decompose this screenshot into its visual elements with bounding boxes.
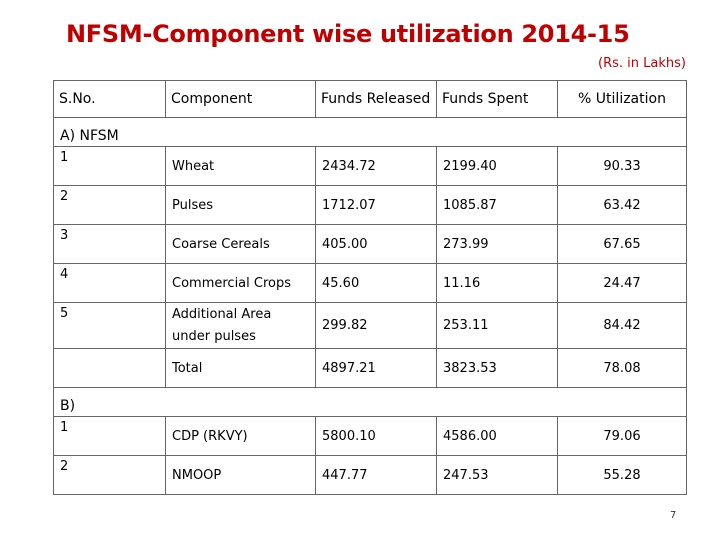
row-funds-spent: 247.53 — [436, 455, 558, 495]
row-utilization: 84.42 — [557, 302, 687, 349]
table-row: Total 4897.21 3823.53 78.08 — [53, 348, 687, 388]
row-component: CDP (RKVY) — [165, 416, 316, 456]
row-funds-released: 1712.07 — [315, 185, 437, 225]
row-sno: 4 — [53, 263, 166, 303]
row-funds-released: 405.00 — [315, 224, 437, 264]
unit-note: (Rs. in Lakhs) — [598, 56, 686, 71]
header-utilization: % Utilization — [557, 80, 687, 118]
row-utilization: 55.28 — [557, 455, 687, 495]
row-funds-spent: 11.16 — [436, 263, 558, 303]
row-component: Pulses — [165, 185, 316, 225]
row-funds-spent: 1085.87 — [436, 185, 558, 225]
table-row: 1 CDP (RKVY) 5800.10 4586.00 79.06 — [53, 416, 687, 456]
header-component: Component — [165, 80, 316, 118]
row-component: NMOOP — [165, 455, 316, 495]
row-component: Commercial Crops — [165, 263, 316, 303]
row-funds-released: 5800.10 — [315, 416, 437, 456]
slide-title: NFSM-Component wise utilization 2014-15 — [66, 20, 630, 48]
row-funds-released: 447.77 — [315, 455, 437, 495]
row-sno: 1 — [53, 416, 166, 456]
row-utilization: 78.08 — [557, 348, 687, 388]
row-funds-released: 4897.21 — [315, 348, 437, 388]
row-funds-released: 299.82 — [315, 302, 437, 349]
row-funds-spent: 2199.40 — [436, 146, 558, 186]
table-row: 5 Additional Area under pulses 299.82 253.1… — [53, 302, 687, 349]
row-component: Total — [165, 348, 316, 388]
row-component: Coarse Cereals — [165, 224, 316, 264]
utilization-table: S.No. Component Funds Released Funds Spe… — [53, 80, 687, 495]
row-funds-released: 45.60 — [315, 263, 437, 303]
row-sno — [53, 348, 166, 388]
section-b-label: B) — [53, 387, 687, 417]
row-sno: 1 — [53, 146, 166, 186]
section-a-label: A) NFSM — [53, 117, 687, 147]
table-row: 2 NMOOP 447.77 247.53 55.28 — [53, 455, 687, 495]
header-funds-released: Funds Released — [315, 80, 437, 118]
row-funds-spent: 253.11 — [436, 302, 558, 349]
row-utilization: 63.42 — [557, 185, 687, 225]
row-funds-spent: 3823.53 — [436, 348, 558, 388]
header-funds-spent: Funds Spent — [436, 80, 558, 118]
row-utilization: 24.47 — [557, 263, 687, 303]
table-row: 1 Wheat 2434.72 2199.40 90.33 — [53, 146, 687, 186]
row-funds-spent: 273.99 — [436, 224, 558, 264]
section-a-row: A) NFSM — [53, 117, 687, 147]
table-row: 4 Commercial Crops 45.60 11.16 24.47 — [53, 263, 687, 303]
row-funds-spent: 4586.00 — [436, 416, 558, 456]
row-utilization: 90.33 — [557, 146, 687, 186]
table-row: 3 Coarse Cereals 405.00 273.99 67.65 — [53, 224, 687, 264]
row-utilization: 79.06 — [557, 416, 687, 456]
row-funds-released: 2434.72 — [315, 146, 437, 186]
section-b-row: B) — [53, 387, 687, 417]
row-sno: 2 — [53, 185, 166, 225]
page-number: 7 — [670, 510, 677, 521]
header-sno: S.No. — [53, 80, 166, 118]
row-sno: 3 — [53, 224, 166, 264]
table-header-row: S.No. Component Funds Released Funds Spe… — [53, 80, 687, 118]
row-sno: 2 — [53, 455, 166, 495]
row-sno: 5 — [53, 302, 166, 349]
row-component: Wheat — [165, 146, 316, 186]
row-component: Additional Area under pulses — [165, 302, 316, 349]
row-utilization: 67.65 — [557, 224, 687, 264]
table-row: 2 Pulses 1712.07 1085.87 63.42 — [53, 185, 687, 225]
